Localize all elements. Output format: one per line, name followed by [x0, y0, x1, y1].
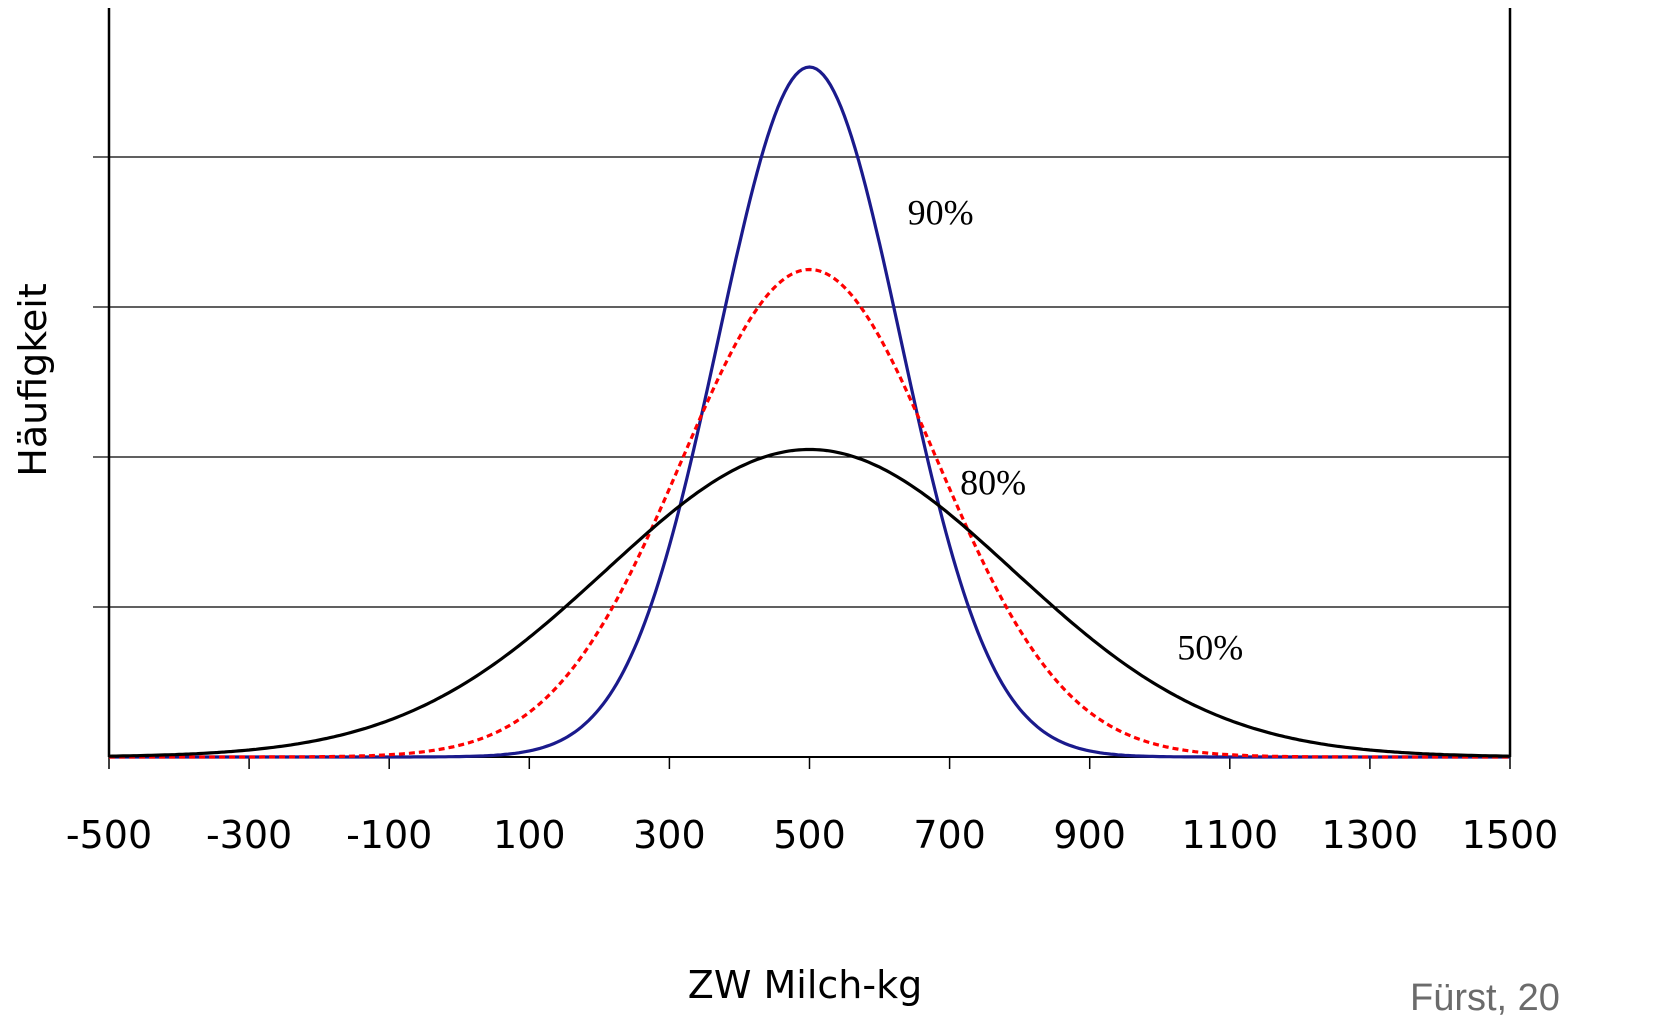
x-tick-label: -500	[66, 813, 152, 857]
series-lines	[109, 67, 1510, 757]
y-axis-title: Häufigkeit	[11, 283, 55, 477]
x-tick-label: 900	[1053, 813, 1126, 857]
x-tick-label: -100	[346, 813, 432, 857]
x-axis-title: ZW Milch-kg	[688, 963, 922, 1007]
x-tick-label: -300	[206, 813, 292, 857]
x-tick-labels: -500 -300 -100 100 300 500 700 900 1100 1300 1500	[66, 813, 1558, 857]
series-line-50pct	[109, 450, 1510, 757]
x-tick-label: 300	[633, 813, 706, 857]
curve-label-80pct: 80%	[960, 463, 1026, 503]
curve-label-90pct: 90%	[908, 193, 974, 233]
series-line-80pct	[109, 270, 1510, 758]
axes	[109, 8, 1510, 769]
x-tick-label: 500	[773, 813, 846, 857]
x-tick-label: 1300	[1322, 813, 1419, 857]
x-tick-label: 100	[493, 813, 566, 857]
x-tick-label: 1500	[1462, 813, 1559, 857]
curve-labels: 90% 80% 50%	[908, 193, 1244, 668]
grid-lines	[93, 157, 1510, 607]
x-tick-label: 1100	[1181, 813, 1278, 857]
credit-text: Fürst, 20	[1410, 977, 1560, 1017]
curve-label-50pct: 50%	[1177, 628, 1243, 668]
series-line-90pct	[109, 67, 1510, 757]
x-tick-label: 700	[913, 813, 986, 857]
